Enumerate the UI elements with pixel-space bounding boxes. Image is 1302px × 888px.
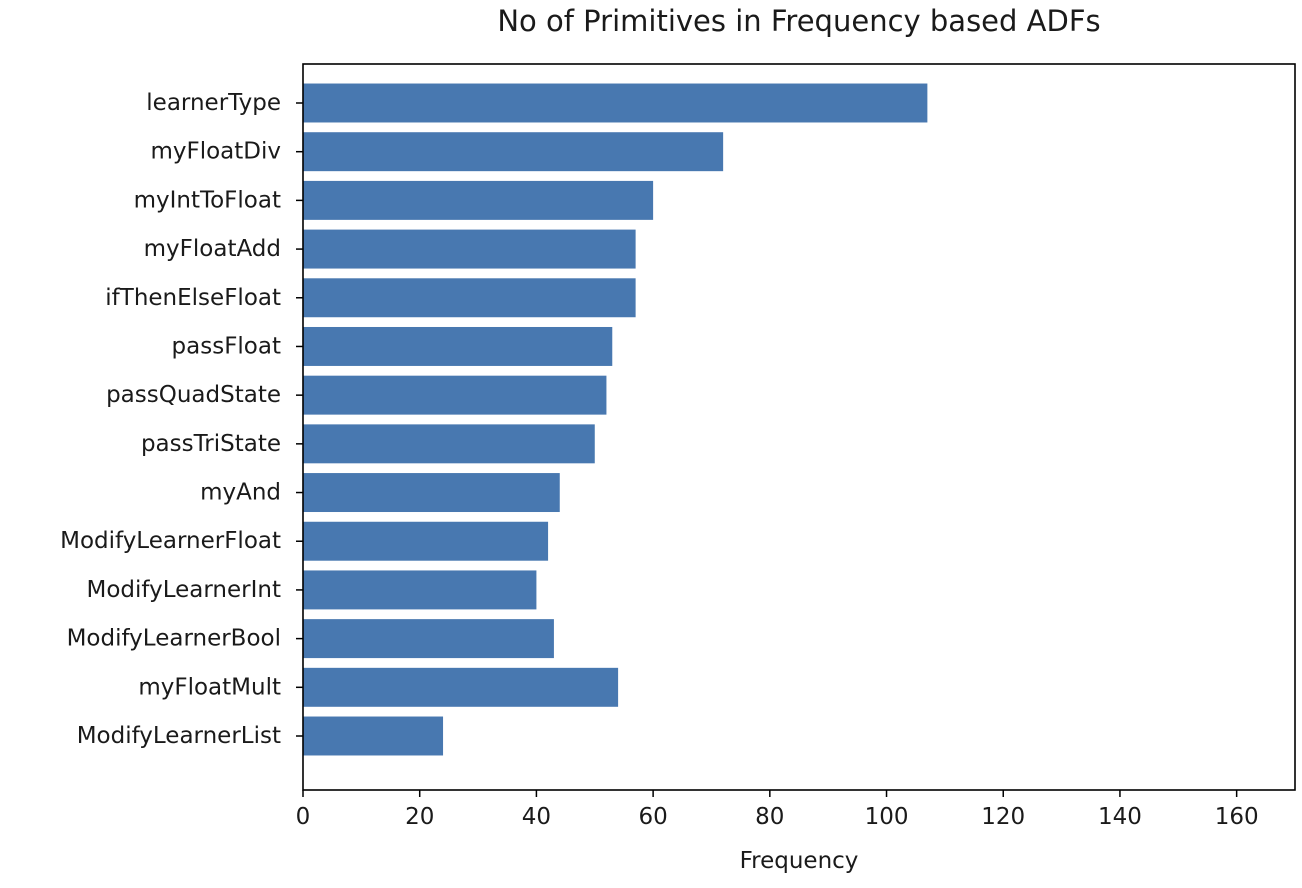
y-tick-label: passFloat [172, 333, 281, 359]
y-tick-label: myFloatMult [138, 674, 281, 700]
bars-layer [303, 83, 928, 756]
y-tick-label: ModifyLearnerBool [67, 626, 281, 652]
bar [303, 229, 636, 269]
bar [303, 619, 554, 659]
x-tick-label: 0 [296, 804, 311, 830]
y-tick-label: ModifyLearnerInt [87, 577, 281, 603]
y-tick-label: ifThenElseFloat [105, 285, 281, 311]
y-tick-label: myFloatAdd [144, 236, 281, 262]
bar [303, 716, 444, 756]
y-tick-label: myIntToFloat [134, 187, 281, 213]
y-tick-label: myFloatDiv [150, 139, 281, 165]
x-tick-label: 140 [1098, 804, 1142, 830]
chart-title: No of Primitives in Frequency based ADFs [497, 4, 1101, 38]
y-tick-label: myAnd [200, 480, 281, 506]
x-axis-label: Frequency [740, 848, 859, 874]
bar [303, 180, 654, 220]
bar [303, 424, 595, 464]
plot-frame [302, 63, 1296, 791]
x-tick-label: 80 [755, 804, 784, 830]
bar [303, 375, 607, 415]
bar [303, 473, 560, 513]
bar [303, 667, 619, 707]
bar [303, 326, 613, 366]
y-tick-label: ModifyLearnerFloat [60, 528, 281, 554]
x-axis-ticks: 0 20 40 60 80 100 120 140 160 [296, 790, 1259, 830]
x-tick-label: 40 [522, 804, 551, 830]
y-tick-label: passTriState [141, 431, 281, 457]
y-tick-label: passQuadState [106, 382, 281, 408]
y-tick-label: ModifyLearnerList [77, 723, 281, 749]
bar [303, 83, 928, 123]
bar [303, 570, 537, 610]
x-tick-label: 100 [865, 804, 909, 830]
y-axis-ticks: learnerType myFloatDiv myIntToFloat myFloat… [60, 90, 303, 749]
bar [303, 132, 724, 172]
x-tick-label: 20 [405, 804, 434, 830]
x-tick-label: 60 [638, 804, 667, 830]
x-tick-label: 160 [1215, 804, 1259, 830]
bar [303, 521, 549, 561]
bar [303, 278, 636, 318]
y-tick-label: learnerType [146, 90, 281, 116]
x-tick-label: 120 [981, 804, 1025, 830]
